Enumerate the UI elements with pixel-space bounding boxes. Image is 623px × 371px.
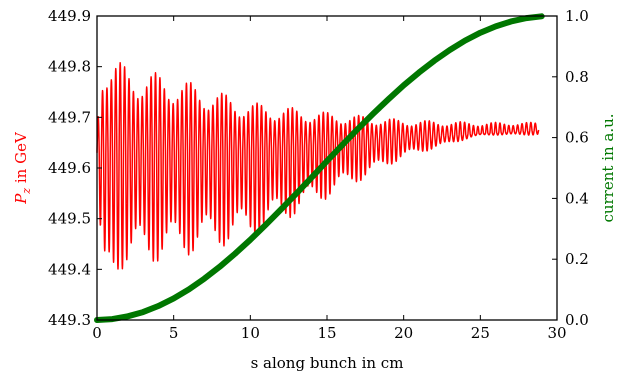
y-right-tick-label: 0.4: [565, 189, 589, 207]
y-left-tick-label: 449.9: [48, 7, 91, 25]
y-right-tick-label: 0.8: [565, 68, 589, 86]
y-axis-right-label: current in a.u.: [599, 113, 617, 222]
y-left-tick-label: 449.4: [48, 260, 91, 278]
x-tick-label: 15: [317, 324, 336, 342]
y-right-tick-label: 0.6: [565, 129, 589, 147]
x-tick-label: 5: [169, 324, 179, 342]
y-left-tick-label: 449.3: [48, 311, 91, 329]
x-tick-label: 20: [394, 324, 413, 342]
x-tick-label: 30: [547, 324, 566, 342]
y-right-tick-label: 0.0: [565, 311, 589, 329]
y-axis-left-label-rest: in GeV: [12, 131, 30, 188]
y-left-tick-label: 449.6: [48, 159, 91, 177]
y-left-tick-label: 449.8: [48, 58, 91, 76]
x-axis-label: s along bunch in cm: [251, 354, 404, 371]
ticks-layer: 0 5 10 15 20 25 30 449.3 449.4 449.5 449.6 449.7 449…: [48, 7, 589, 342]
y-left-tick-label: 449.7: [48, 108, 91, 126]
y-right-tick-label: 0.2: [565, 250, 589, 268]
series-layer: [94, 13, 545, 323]
y-left-tick-label: 449.5: [48, 210, 91, 228]
series-current-line: [94, 13, 545, 323]
x-tick-label: 0: [92, 324, 102, 342]
x-tick-label: 10: [241, 324, 260, 342]
y-right-tick-label: 1.0: [565, 7, 589, 25]
y-axis-left-label: Pz in GeV: [12, 131, 33, 205]
y-axis-left-label-sub: z: [20, 188, 33, 195]
series-momentum-line: [96, 61, 540, 270]
x-tick-label: 25: [471, 324, 490, 342]
y-axis-left-label-main: P: [12, 193, 30, 205]
